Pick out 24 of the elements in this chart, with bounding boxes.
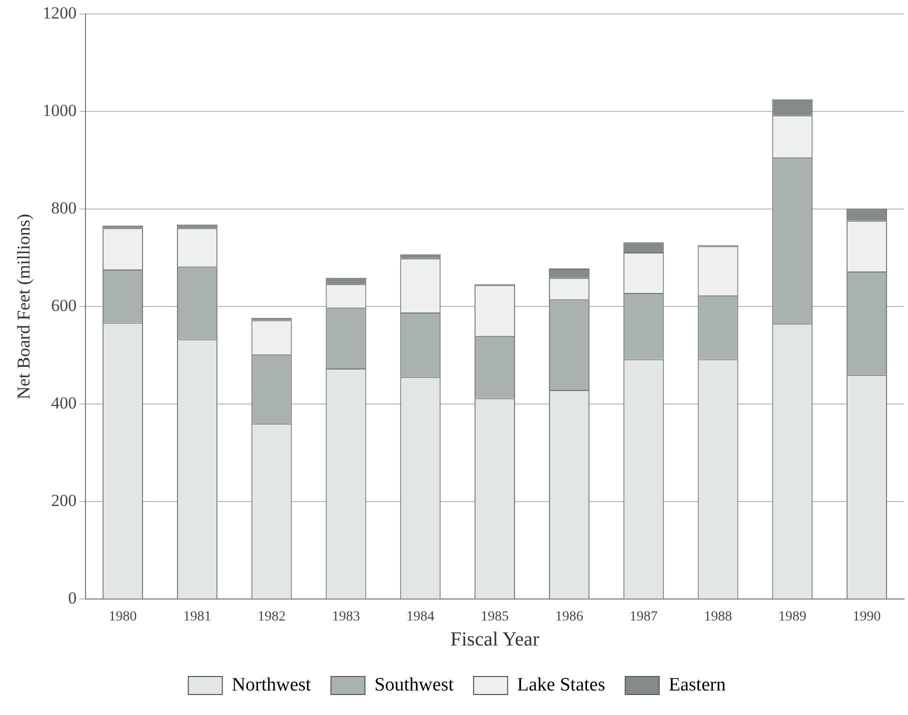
x-tick-label: 1987 bbox=[630, 609, 658, 624]
legend-label: Lake States bbox=[517, 674, 606, 696]
y-tick-label: 0 bbox=[68, 588, 77, 608]
y-axis-title: Net Board Feet (millions) bbox=[14, 214, 34, 400]
x-axis-title: Fiscal Year bbox=[450, 628, 540, 650]
legend-label: Southwest bbox=[374, 674, 454, 696]
x-tick-label: 1980 bbox=[108, 609, 137, 624]
x-tick-label: 1986 bbox=[555, 609, 584, 624]
x-tick-label: 1989 bbox=[778, 609, 806, 624]
x-tick-label: 1981 bbox=[183, 609, 212, 624]
y-tick-label: 1200 bbox=[42, 3, 77, 22]
y-tick-label: 200 bbox=[51, 491, 77, 510]
x-tick-label: 1984 bbox=[406, 609, 434, 624]
y-tick-label: 1000 bbox=[42, 101, 77, 120]
x-tick-label: 1985 bbox=[480, 609, 509, 624]
legend-label: Northwest bbox=[232, 674, 312, 696]
x-tick-label: 1983 bbox=[332, 609, 360, 624]
y-tick-label: 600 bbox=[51, 296, 77, 316]
x-tick-label: 1988 bbox=[704, 609, 732, 624]
x-tick-label: 1990 bbox=[852, 609, 881, 624]
x-tick-label: 1982 bbox=[258, 609, 286, 624]
legend-label: Eastern bbox=[668, 674, 726, 696]
y-tick-label: 400 bbox=[51, 394, 77, 413]
y-tick-label: 800 bbox=[51, 198, 77, 218]
